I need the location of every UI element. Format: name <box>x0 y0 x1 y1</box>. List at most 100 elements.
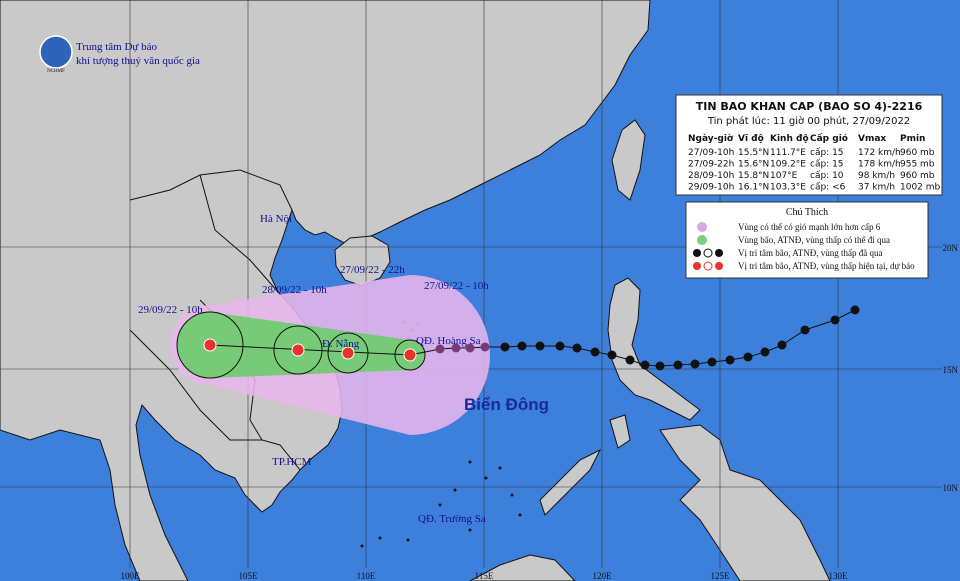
past-position <box>435 344 445 354</box>
place-label: QĐ. Hoàng Sa <box>416 335 481 347</box>
past-position <box>572 343 582 353</box>
past-position <box>500 342 510 352</box>
table-cell: 955 mb <box>900 160 935 170</box>
past-position <box>850 305 860 315</box>
lat-label: 15N <box>943 365 959 375</box>
shape <box>273 325 323 375</box>
legend-item: Vùng có thể có gió mạnh lớn hơn cấp 6 <box>738 222 881 232</box>
shape <box>611 119 646 201</box>
past-track <box>409 305 860 371</box>
shape <box>715 249 723 257</box>
table-cell: 28/09-10h <box>688 171 734 181</box>
shape <box>334 235 391 287</box>
shape <box>693 249 701 257</box>
legend-item: Vị trí tâm bão, ATNĐ, vùng thấp đã qua <box>738 248 882 258</box>
past-position <box>625 355 635 365</box>
past-position <box>465 343 475 353</box>
past-position <box>830 315 840 325</box>
shape <box>209 344 411 356</box>
land <box>0 0 831 581</box>
past-position <box>640 360 650 370</box>
lat-label: 20N <box>943 243 959 253</box>
past-position <box>690 359 700 369</box>
shape <box>697 235 707 245</box>
shape <box>129 329 262 441</box>
table-cell: 1002 mb <box>900 183 941 193</box>
shape <box>468 460 472 464</box>
box <box>675 94 943 196</box>
shape <box>129 169 293 211</box>
shape <box>484 476 488 480</box>
table-cell: 37 km/h <box>858 183 895 193</box>
shape <box>697 222 707 232</box>
past-position <box>655 361 665 371</box>
past-position <box>777 340 787 350</box>
agency-name: khí tượng thuỷ văn quốc gia <box>76 55 200 67</box>
shape <box>39 35 73 69</box>
shape <box>360 544 364 548</box>
lon-label: 110E <box>357 571 376 581</box>
labels: Hà Nội Đ. Nẵng TP.HCM QĐ. Hoàng Sa QĐ. T… <box>138 213 549 525</box>
table-cell: 107°E <box>770 171 798 181</box>
table-cell: 960 mb <box>900 171 935 181</box>
shape <box>341 346 355 360</box>
shape <box>291 343 305 357</box>
shape <box>453 488 457 492</box>
shape <box>469 554 576 581</box>
lon-label: 120E <box>593 571 613 581</box>
agency-header: NCHMF Trung tâm Dự báo khí tượng thuỷ vă… <box>39 35 200 74</box>
column-header: Vĩ độ <box>738 134 764 144</box>
past-position <box>517 341 527 351</box>
shape <box>498 466 502 470</box>
shape <box>203 338 217 352</box>
place-label: TP.HCM <box>272 456 312 468</box>
past-position <box>535 341 545 351</box>
place-label: Hà Nội <box>260 213 292 225</box>
shape <box>199 174 279 293</box>
forecast-label: 27/09/22 - 10h <box>424 280 489 292</box>
table-cell: 98 km/h <box>858 171 895 181</box>
table-cell: 178 km/h <box>858 160 901 170</box>
logo-text: NCHMF <box>47 69 65 74</box>
column-header: Kinh độ <box>770 134 809 144</box>
past-position <box>673 360 683 370</box>
table-cell: cấp: 15 <box>810 159 844 170</box>
sea-label: Biển Đông <box>464 395 549 414</box>
forecast-label: 27/09/22 - 22h <box>340 264 405 276</box>
forecast-circles <box>176 311 426 379</box>
column-header: Cấp gió <box>810 133 848 144</box>
lat-label: 10N <box>943 483 959 493</box>
place-label: Đ. Nẵng <box>322 338 360 350</box>
past-position <box>451 343 461 353</box>
table-cell: cấp: <6 <box>810 182 846 193</box>
bulletin-issued: Tin phát lúc: 11 giờ 00 phút, 27/09/2022 <box>707 115 910 127</box>
box <box>685 201 929 279</box>
lon-label: 125E <box>711 571 731 581</box>
lon-label: 100E <box>121 571 141 581</box>
bulletin-title: TIN BAO KHAN CAP (BAO SO 4)-2216 <box>696 100 923 113</box>
bulletin-box: TIN BAO KHAN CAP (BAO SO 4)-2216 Tin phá… <box>675 94 943 196</box>
legend-box: Chú Thích Vùng có thể có gió mạnh lớn hơ… <box>685 201 929 279</box>
past-position <box>480 342 490 352</box>
past-position <box>707 357 717 367</box>
shape <box>539 448 602 516</box>
table-cell: cấp: 10 <box>810 170 844 181</box>
shape <box>378 536 382 540</box>
place-label: QĐ. Trường Sa <box>418 513 486 525</box>
shape <box>438 503 442 507</box>
past-position <box>590 347 600 357</box>
agency-name: Trung tâm Dự báo <box>76 41 158 53</box>
lon-label: 105E <box>239 571 259 581</box>
table-cell: 172 km/h <box>858 148 901 158</box>
table-cell: 27/09-10h <box>688 148 734 158</box>
shape <box>609 414 631 449</box>
shape <box>703 248 713 258</box>
table-cell: cấp: 15 <box>810 147 844 158</box>
shape <box>468 528 472 532</box>
table-cell: 15.6°N <box>738 160 769 170</box>
table-cell: 15.8°N <box>738 171 769 181</box>
shape <box>703 261 713 271</box>
shape <box>693 262 701 270</box>
forecast-label: 29/09/22 - 10h <box>138 304 203 316</box>
